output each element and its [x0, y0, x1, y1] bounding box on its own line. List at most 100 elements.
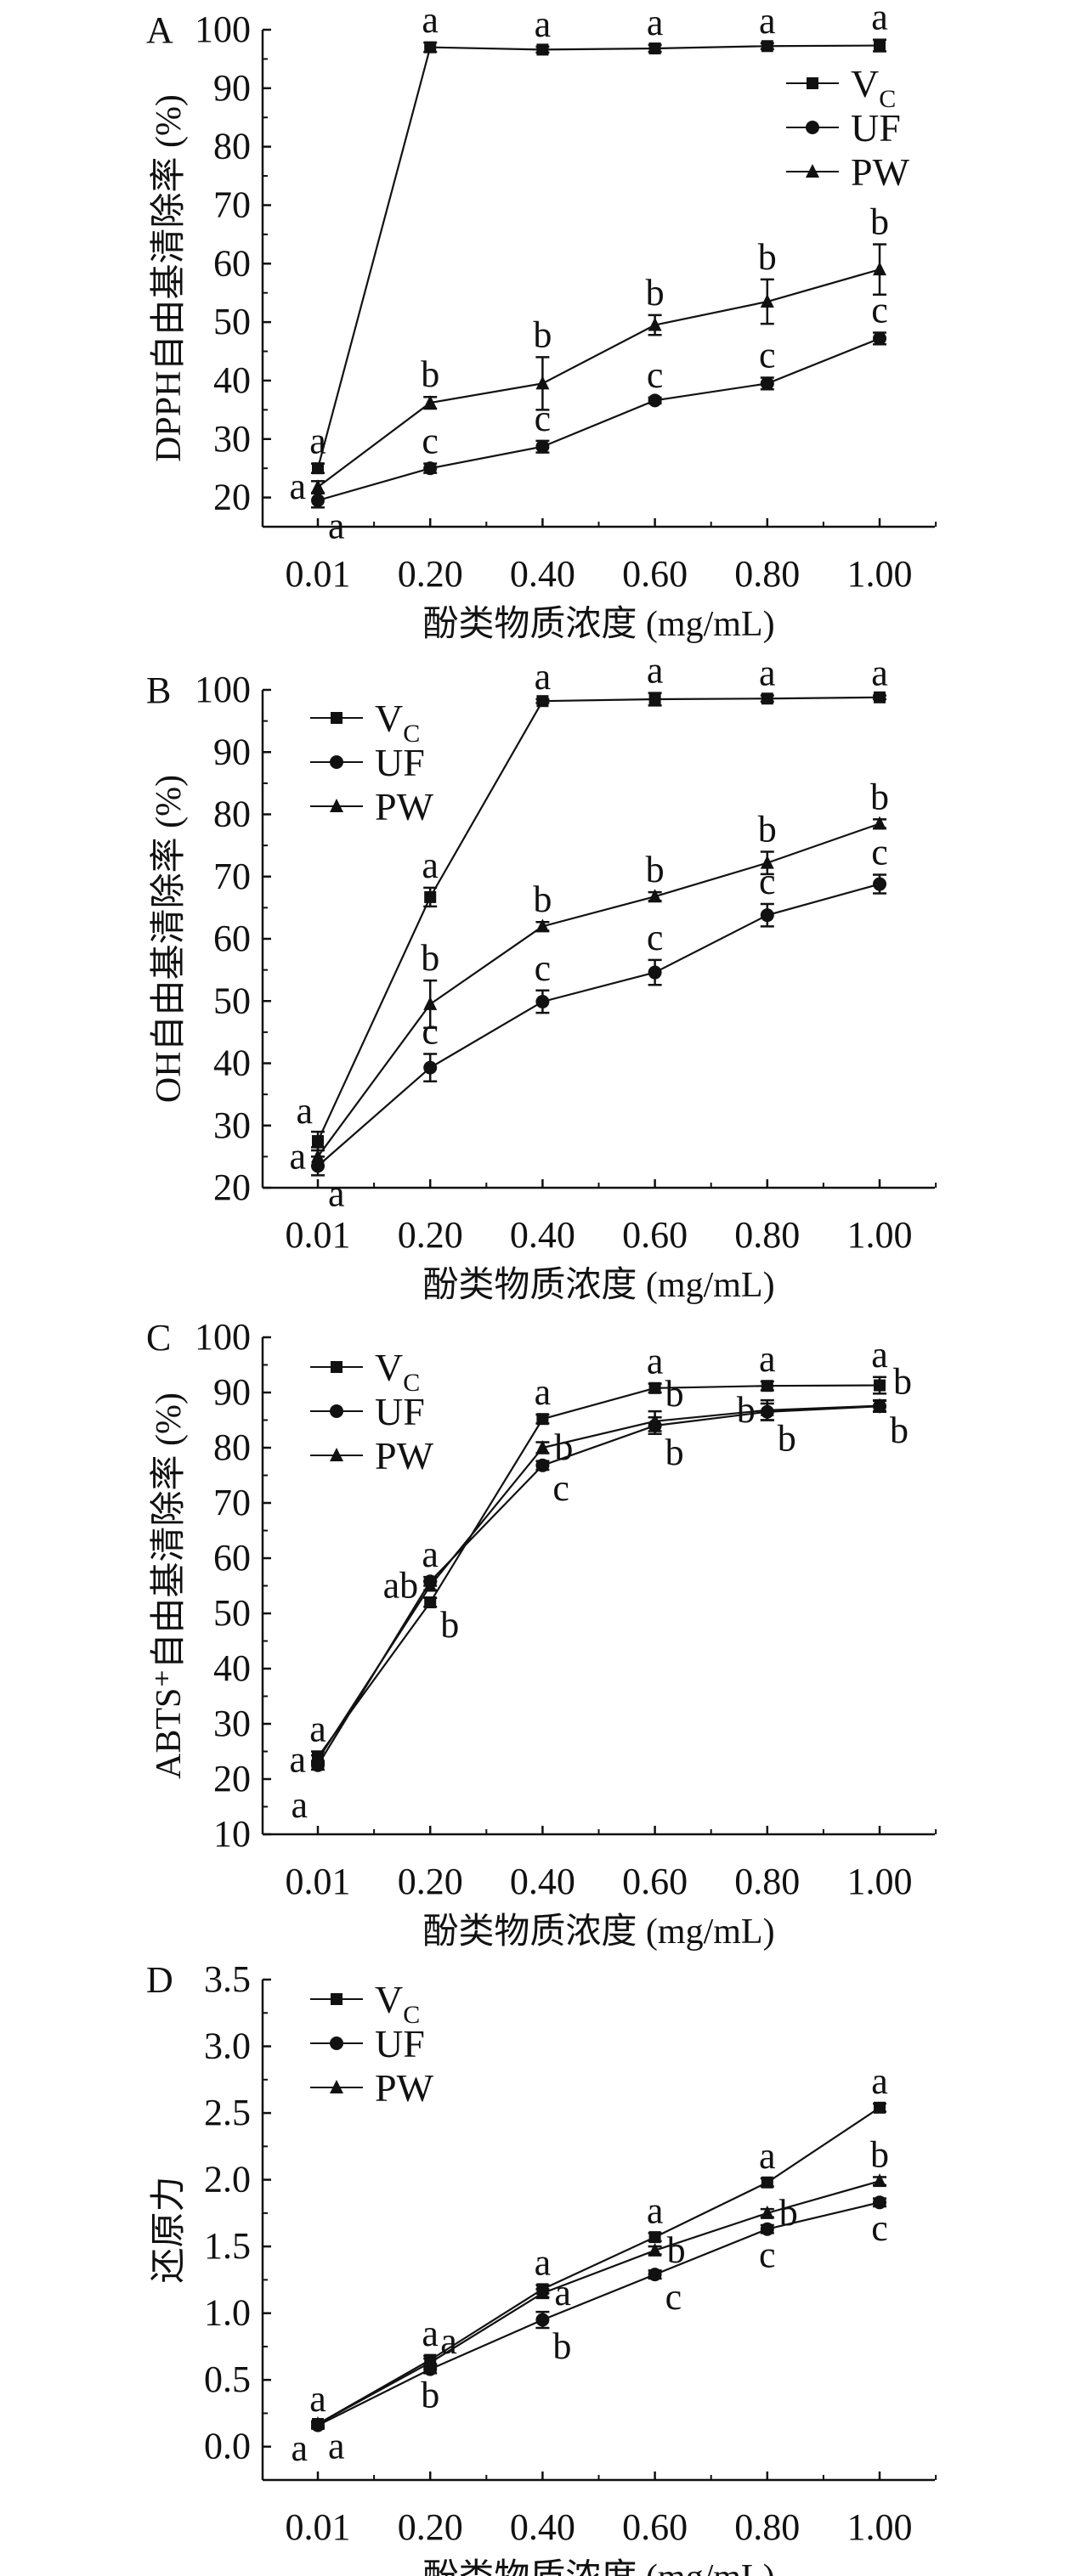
series-line [317, 822, 880, 1158]
legend-marker [330, 2037, 343, 2050]
significance-letter: a [289, 1738, 306, 1780]
data-point [535, 994, 550, 1008]
data-point [874, 691, 886, 703]
series-line [317, 2201, 880, 2426]
y-tick-label: 40 [213, 1647, 251, 1689]
significance-letter: a [328, 505, 345, 546]
significance-letter: b [870, 201, 889, 243]
legend-marker [806, 121, 819, 134]
data-point [311, 2416, 325, 2431]
y-axis-label: DPPH自由基清除率 (%) [149, 94, 189, 462]
significance-letter: a [647, 2, 664, 43]
significance-letter: c [647, 917, 664, 958]
significance-letter: a [759, 2135, 776, 2177]
significance-letter: a [647, 2189, 664, 2231]
legend-marker [331, 712, 343, 724]
significance-letter: c [422, 1011, 439, 1053]
y-tick-label: 3.0 [204, 2025, 251, 2067]
panel-a: A 20 30 40 50 60 70 80 90 100 0.01 0.20 0.40 0.60 0.80… [146, 0, 937, 644]
data-point [535, 918, 550, 933]
legend-marker [330, 1404, 343, 1418]
panel-c: C 10 20 30 40 50 60 70 80 90 100 0.01 0.20 0.40 0.60 0.… [146, 1316, 937, 1952]
significance-letter: a [422, 845, 439, 886]
y-tick-label: 20 [213, 1758, 251, 1799]
y-tick-label: 10 [213, 1813, 251, 1855]
x-axis-label: 酚类物质浓度 (mg/mL) [422, 2558, 774, 2576]
series-pw: a b b b b b [289, 201, 889, 508]
series-uf: a c c c c c [311, 832, 888, 1214]
data-point [873, 2173, 886, 2188]
y-tick-label: 2.0 [204, 2159, 251, 2200]
y-tick-label: 3.5 [204, 1958, 251, 2000]
significance-letter: a [759, 652, 776, 694]
series-line [317, 1405, 880, 1766]
data-point [760, 1402, 774, 1416]
y-tick-label: 50 [213, 1592, 251, 1634]
significance-letter: c [535, 947, 552, 989]
y-tick-label: 2.5 [204, 2092, 251, 2133]
data-point [648, 2268, 662, 2282]
legend-marker [330, 2080, 343, 2093]
data-point [873, 2195, 886, 2210]
data-point [535, 2313, 550, 2327]
significance-letter: a [328, 1172, 345, 1214]
legend-label-main: V [375, 697, 403, 740]
y-axis-label: 还原力 [150, 2176, 189, 2283]
data-point [761, 2176, 773, 2189]
data-point [312, 1135, 324, 1148]
significance-letter: b [421, 937, 439, 979]
x-tick-label: 1.00 [847, 1861, 913, 1902]
data-point [648, 393, 662, 408]
y-axis-label: OH自由基清除率 (%) [149, 775, 189, 1103]
significance-letter: b [533, 878, 552, 920]
x-tick-label: 0.01 [286, 1214, 351, 1256]
x-tick-label: 0.01 [286, 1861, 351, 1902]
legend-marker [331, 1993, 343, 2005]
series-line [317, 1384, 880, 1758]
data-point [648, 42, 661, 55]
data-point [761, 1380, 773, 1393]
x-tick-label: 1.00 [847, 2506, 913, 2548]
y-tick-label: 100 [195, 669, 251, 710]
legend-marker [807, 77, 818, 89]
significance-letter: c [871, 2207, 888, 2249]
significance-letter: a [289, 1135, 306, 1177]
series-line [317, 883, 880, 1167]
data-point [648, 889, 662, 903]
panel-label: C [146, 1317, 171, 1359]
legend-label-sub: C [403, 2001, 420, 2029]
significance-letter: a [554, 2272, 571, 2313]
x-tick-label: 0.20 [398, 553, 463, 595]
significance-letter: c [759, 2234, 776, 2275]
significance-letter: b [758, 236, 777, 278]
significance-letter: b [552, 2325, 571, 2367]
x-axis-label: 酚类物质浓度 (mg/mL) [422, 1912, 774, 1952]
data-point [760, 294, 774, 308]
significance-letter: c [422, 421, 439, 462]
x-tick-label: 0.01 [286, 553, 351, 595]
legend-marker [806, 164, 819, 178]
data-point [760, 2205, 774, 2219]
significance-letter: a [422, 2313, 439, 2354]
data-point [761, 692, 773, 705]
y-tick-label: 1.5 [204, 2225, 251, 2267]
data-point [424, 890, 437, 903]
data-point [536, 1413, 549, 1426]
data-point [874, 1379, 886, 1392]
significance-letter: a [289, 466, 306, 507]
panel-label: A [146, 9, 173, 51]
panel-d: D 0.0 0.5 1.0 1.5 2.0 2.5 3.0 3.5 0.01 0.20 0.40 0.6… [146, 1958, 937, 2576]
legend-marker [330, 1448, 343, 1461]
x-tick-label: 0.80 [734, 1861, 800, 1902]
x-tick-label: 1.00 [847, 1214, 913, 1256]
y-tick-label: 80 [213, 1426, 251, 1468]
significance-letter: a [291, 2427, 308, 2469]
significance-letter: b [533, 314, 552, 355]
y-tick-label: 40 [213, 359, 251, 401]
significance-letter: b [554, 1426, 573, 1468]
series-line [316, 44, 880, 469]
data-point [423, 2354, 438, 2369]
significance-letter: c [759, 335, 776, 376]
significance-letter: a [309, 2378, 326, 2420]
